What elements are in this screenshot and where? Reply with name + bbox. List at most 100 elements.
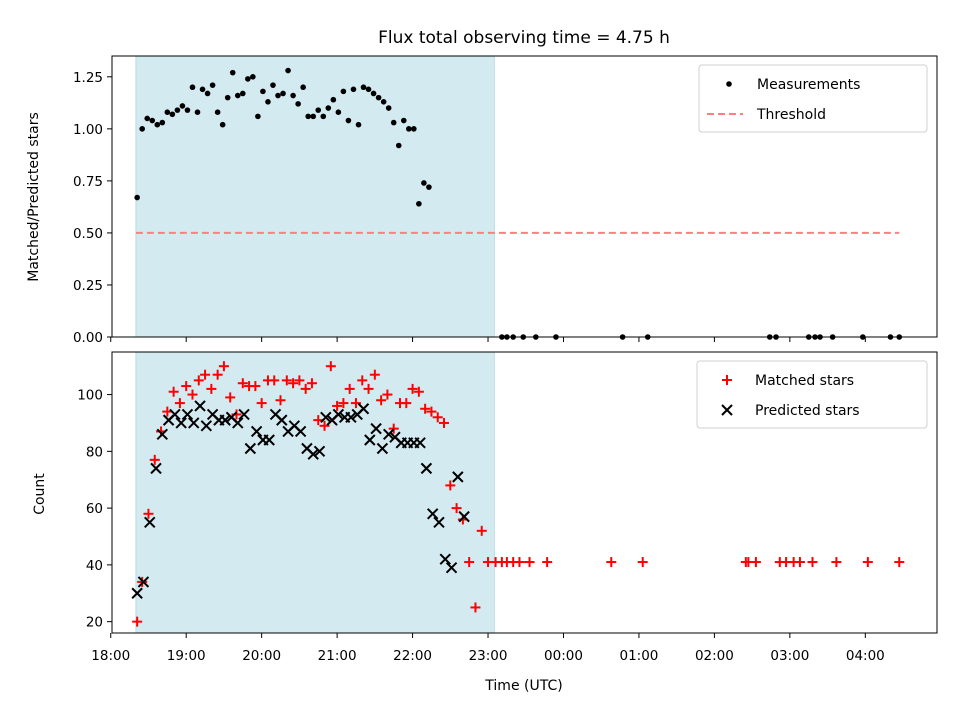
predicted-stars-point [150, 462, 162, 475]
x-tick-label: 20:00 [242, 648, 281, 664]
x-tick-label: 03:00 [770, 648, 809, 664]
count-axes-frame [111, 351, 938, 634]
matched-stars-point [439, 417, 450, 428]
measurements-point [234, 92, 241, 99]
predicted-stars-point [200, 420, 213, 432]
count-legend: Matched stars Predicted stars [696, 360, 928, 429]
predicted-stars-point [263, 434, 275, 446]
measurements-point [229, 69, 236, 76]
measurements-point [219, 121, 226, 128]
ratio-y-axis-label: Matched/Predicted stars [26, 112, 42, 282]
matched-stars-point [476, 525, 487, 536]
matched-stars-point [606, 557, 617, 568]
matched-stars-point [225, 392, 236, 403]
matched-stars-point [407, 383, 418, 394]
measurements-point [204, 90, 211, 97]
matched-stars-point [338, 398, 349, 409]
x-tick-label: 02:00 [695, 648, 734, 664]
ratio-legend-box [698, 64, 928, 133]
measurements-point [300, 84, 306, 91]
predicted-stars-point [250, 425, 263, 438]
measurements-point [395, 142, 402, 149]
x-tick-label: 01:00 [619, 648, 658, 664]
measurements-point [189, 84, 196, 91]
matched-stars-point [281, 375, 292, 386]
measurements-point [390, 119, 397, 126]
matched-stars-point [168, 386, 179, 397]
measurements-point [330, 96, 337, 103]
matched-stars-point [862, 557, 873, 568]
predicted-stars-point [156, 428, 169, 441]
predicted-stars-point [364, 434, 376, 446]
measurements-point [385, 105, 392, 111]
predicted-stars-point [320, 411, 332, 423]
matched-stars-point [794, 557, 805, 568]
legend-threshold-label: Threshold [756, 107, 826, 123]
measurements-point [250, 74, 256, 80]
count-y-axis-label: Count [32, 473, 48, 515]
predicted-stars-point [313, 445, 326, 458]
measurements-point [285, 67, 291, 74]
predicted-stars-point [244, 442, 257, 455]
matched-stars-point [350, 398, 361, 409]
measurements-point [405, 126, 412, 132]
matched-stars-point [237, 378, 248, 389]
measurements-point [199, 86, 206, 93]
matched-stars-point [300, 383, 311, 394]
measurements-point [305, 113, 311, 120]
predicted-stars-point [238, 408, 250, 421]
matched-stars-point [193, 375, 204, 386]
matched-stars-point [382, 389, 393, 400]
matched-stars-point [218, 361, 229, 372]
measurements-point [270, 82, 276, 88]
predicted-stars-point [294, 425, 307, 438]
ratio-legend: Measurements Threshold [698, 64, 928, 133]
matched-stars-point [637, 557, 648, 568]
matched-stars-point [294, 375, 305, 386]
measurements-point [224, 94, 231, 101]
measurements-point [280, 90, 286, 97]
matched-stars-point [200, 369, 211, 380]
legend-measurements-label: Measurements [757, 77, 860, 93]
matched-stars-point [420, 403, 431, 414]
matched-stars-point [831, 557, 842, 568]
matched-stars-point [275, 395, 286, 406]
matched-stars-point [269, 375, 280, 386]
ratio-y-tick-label: 0.75 [73, 174, 103, 190]
predicted-stars-point [188, 417, 200, 429]
measurements-point [214, 109, 221, 115]
predicted-stars-point [439, 553, 451, 565]
count-shaded-span [135, 351, 495, 634]
predicted-stars-point [433, 516, 445, 529]
measurements-point [139, 126, 145, 132]
predicted-stars-point [332, 408, 345, 421]
measurements-point [360, 84, 367, 91]
x-axis-label: Time (UTC) [484, 678, 562, 694]
count-y-tick-label: 20 [86, 615, 103, 631]
predicted-stars-point [452, 471, 464, 483]
matched-stars-point [388, 423, 399, 434]
measurements-point [350, 86, 357, 93]
matched-stars-point [256, 398, 267, 409]
matched-stars-point [542, 557, 553, 568]
ratio-y-tick-label: 0.00 [73, 330, 103, 346]
legend-predicted-stars-label: Predicted stars [755, 403, 860, 419]
matched-stars-point [401, 398, 412, 409]
measurements-point [290, 92, 296, 99]
predicted-stars-point [414, 437, 426, 449]
predicted-stars-point [382, 428, 395, 441]
matched-stars-point [750, 557, 761, 568]
ratio-y-tick-label: 1.25 [73, 70, 103, 86]
count-legend-box [696, 360, 928, 429]
measurements-point [340, 88, 347, 95]
predicted-stars-point [137, 576, 150, 588]
x-tick-label: 21:00 [318, 648, 357, 664]
matched-stars-point [464, 557, 475, 568]
count-y-tick-label: 40 [86, 558, 103, 574]
measurements-point [164, 109, 171, 115]
matched-stars-point [451, 503, 462, 514]
measurements-point [149, 117, 156, 124]
predicted-stars-point [307, 448, 319, 460]
measurements-point [325, 105, 332, 111]
measurements-point [194, 109, 201, 115]
